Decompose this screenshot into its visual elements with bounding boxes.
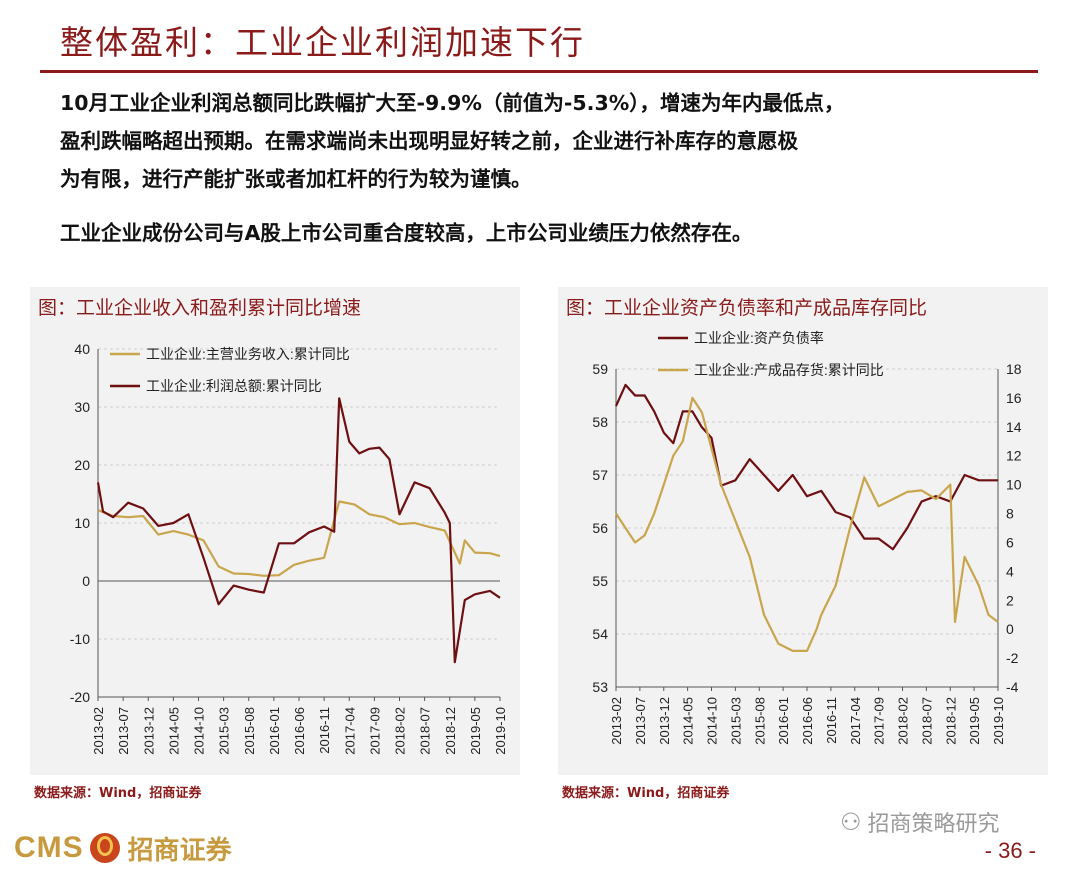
legend-label-1: 工业企业:资产负债率 bbox=[694, 330, 824, 346]
y-right-tick-label: 8 bbox=[1006, 506, 1014, 522]
x-tick-label: 2014-05 bbox=[166, 707, 181, 755]
x-tick-label: 2016-01 bbox=[267, 707, 282, 755]
right-chart-source: 数据来源：Wind，招商证券 bbox=[562, 786, 730, 801]
left-chart-title: 图：工业企业收入和盈利累计同比增速 bbox=[38, 297, 362, 319]
y-tick-label: 54 bbox=[592, 626, 608, 642]
page-number: - 36 - bbox=[984, 838, 1036, 863]
x-tick-label: 2016-01 bbox=[776, 697, 791, 745]
wechat-icon: ⚇ bbox=[840, 808, 862, 836]
left-chart-svg: -20 -10 0 10 20 30 40 2013-02 2013-07 2013-12 2014… bbox=[70, 341, 508, 755]
summary-paragraph-2: 工业企业成份公司与A股上市公司重合度较高，上市公司业绩压力依然存在。 bbox=[60, 221, 753, 245]
x-tick-label: 2019-10 bbox=[991, 697, 1006, 745]
x-tick-label: 2019-10 bbox=[493, 707, 508, 755]
x-tick-label: 2015-03 bbox=[728, 697, 743, 745]
right-chart-panel: 图：工业企业资产负债率和产成品库存同比 53 54 55 56 57 58 59 -4 -2 0 2… bbox=[558, 287, 1048, 775]
y-right-tick-label: 2 bbox=[1006, 592, 1014, 608]
x-tick-label: 2013-12 bbox=[657, 697, 672, 745]
x-tick-label: 2017-04 bbox=[848, 697, 863, 745]
y-right-tick-label: 6 bbox=[1006, 534, 1014, 550]
x-tick-label: 2018-02 bbox=[393, 707, 408, 755]
x-tick-label: 2013-02 bbox=[609, 697, 624, 745]
x-tick-label: 2018-12 bbox=[943, 697, 958, 745]
legend-label-2: 工业企业:产成品存货:累计同比 bbox=[694, 362, 884, 378]
wechat-watermark: ⚇ 招商策略研究 bbox=[840, 806, 1000, 838]
left-chart-panel: 图：工业企业收入和盈利累计同比增速 -20 -10 0 10 20 30 40 2013-02… bbox=[30, 287, 520, 775]
x-tick-label: 2016-06 bbox=[800, 697, 815, 745]
y-tick-label: 55 bbox=[592, 573, 608, 589]
series-line-2 bbox=[615, 396, 999, 652]
brand-cn: 招商证券 bbox=[127, 835, 232, 866]
right-chart-svg: 53 54 55 56 57 58 59 -4 -2 0 2 4 6 8 10 12 14 16 18 2013-02… bbox=[592, 330, 1022, 745]
x-tick-label: 2016-06 bbox=[292, 707, 307, 755]
page-title: 整体盈利：工业企业利润加速下行 bbox=[60, 23, 585, 62]
brand-en: CMS bbox=[14, 831, 84, 864]
x-tick-label: 2018-07 bbox=[919, 697, 934, 745]
y-tick-label: 40 bbox=[74, 341, 90, 357]
x-tick-label: 2014-10 bbox=[192, 707, 207, 755]
y-tick-label: 57 bbox=[592, 467, 608, 483]
x-tick-label: 2015-08 bbox=[242, 707, 257, 755]
y-tick-label: 30 bbox=[74, 399, 90, 415]
x-tick-label: 2016-11 bbox=[824, 697, 839, 744]
y-right-tick-label: 10 bbox=[1006, 477, 1022, 493]
title-divider bbox=[40, 70, 1038, 73]
wechat-account-name: 招商策略研究 bbox=[867, 812, 1000, 837]
summary-paragraph-line-3: 为有限，进行产能扩张或者加杠杆的行为较为谨慎。 bbox=[60, 167, 532, 191]
y-tick-label: 0 bbox=[82, 573, 90, 589]
y-right-tick-label: 4 bbox=[1006, 563, 1014, 579]
y-tick-label: 20 bbox=[74, 457, 90, 473]
x-tick-label: 2013-07 bbox=[633, 697, 648, 745]
x-tick-label: 2013-12 bbox=[141, 707, 156, 755]
x-tick-label: 2017-09 bbox=[872, 697, 887, 745]
x-tick-label: 2018-07 bbox=[418, 707, 433, 755]
brand-emblem-icon bbox=[89, 833, 120, 863]
x-tick-label: 2019-05 bbox=[468, 707, 483, 755]
y-tick-label: 10 bbox=[74, 515, 90, 531]
summary-paragraph-line-2: 盈利跌幅略超出预期。在需求端尚未出现明显好转之前，企业进行补库存的意愿极 bbox=[60, 129, 798, 153]
right-chart-title: 图：工业企业资产负债率和产成品库存同比 bbox=[566, 297, 928, 319]
y-right-tick-label: 12 bbox=[1006, 448, 1022, 464]
y-right-tick-label: 14 bbox=[1006, 419, 1022, 435]
y-tick-label: 56 bbox=[592, 520, 608, 536]
x-tick-label: 2017-09 bbox=[367, 707, 382, 755]
x-tick-label: 2013-07 bbox=[116, 707, 131, 755]
y-right-tick-label: 18 bbox=[1006, 361, 1022, 377]
y-tick-label: 53 bbox=[592, 679, 608, 695]
y-right-tick-label: -4 bbox=[1006, 679, 1019, 695]
y-tick-label: 58 bbox=[592, 414, 608, 430]
x-tick-label: 2018-12 bbox=[443, 707, 458, 755]
legend-label-2: 工业企业:利润总额:累计同比 bbox=[146, 378, 322, 394]
left-chart-source: 数据来源：Wind，招商证券 bbox=[34, 786, 202, 801]
x-tick-label: 2013-02 bbox=[91, 707, 106, 755]
x-tick-label: 2014-05 bbox=[681, 697, 696, 745]
x-tick-label: 2019-05 bbox=[967, 697, 982, 745]
y-tick-label: -20 bbox=[70, 689, 90, 705]
x-tick-label: 2018-02 bbox=[896, 697, 911, 745]
footer-logo: CMS 招商证券 bbox=[14, 830, 232, 866]
legend-label-1: 工业企业:主营业务收入:累计同比 bbox=[146, 346, 350, 362]
x-tick-label: 2014-10 bbox=[705, 697, 720, 745]
series-line-2 bbox=[96, 397, 501, 664]
series-line-1 bbox=[614, 383, 998, 551]
summary-paragraph-line-1: 10月工业企业利润总额同比跌幅扩大至-9.9%（前值为-5.3%），增速为年内最… bbox=[60, 91, 845, 115]
y-right-tick-label: 16 bbox=[1006, 390, 1022, 406]
y-right-tick-label: -2 bbox=[1006, 650, 1019, 666]
x-tick-label: 2016-11 bbox=[317, 707, 332, 754]
x-tick-label: 2015-03 bbox=[217, 707, 232, 755]
y-tick-label: 59 bbox=[592, 361, 608, 377]
x-tick-label: 2017-04 bbox=[342, 707, 357, 755]
y-tick-label: -10 bbox=[70, 631, 90, 647]
y-right-tick-label: 0 bbox=[1006, 621, 1014, 637]
x-tick-label: 2015-08 bbox=[752, 697, 767, 745]
